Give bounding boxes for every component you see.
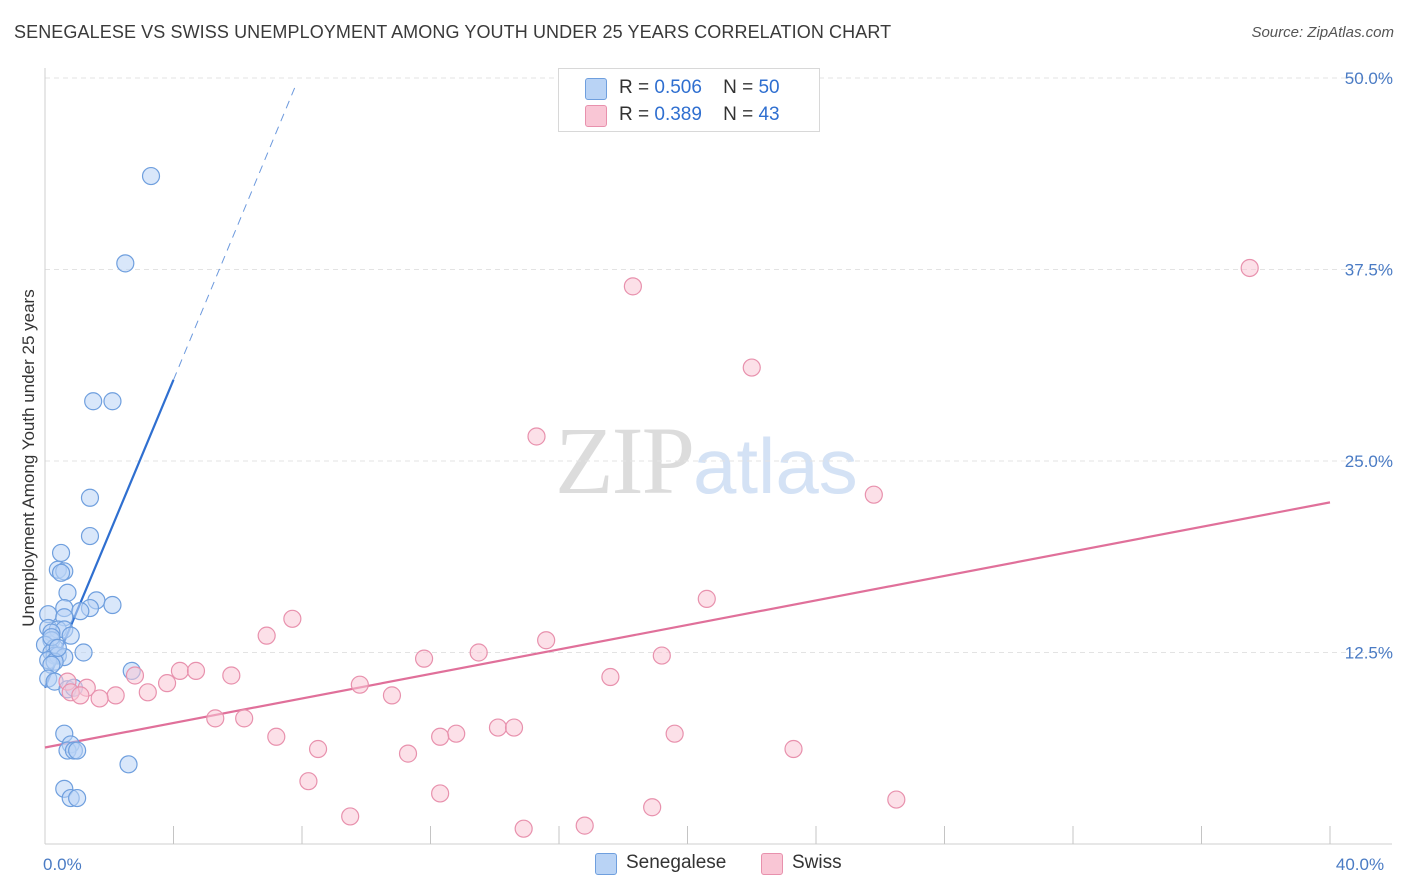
point-swiss xyxy=(601,667,620,687)
point-swiss xyxy=(537,631,556,650)
point-swiss xyxy=(514,819,533,838)
point-swiss xyxy=(469,643,488,662)
x-tick-label: 40.0% xyxy=(1336,855,1384,874)
point-swiss xyxy=(488,718,508,737)
legend-swatch-swiss xyxy=(585,105,607,127)
point-swiss xyxy=(575,816,594,835)
point-swiss xyxy=(308,739,328,759)
legend-stats: R = 0.506 N = 50 R = 0.389 N = 43 xyxy=(558,68,820,132)
point-swiss xyxy=(206,709,225,728)
legend-r-value: 0.506 xyxy=(654,77,702,98)
point-swiss xyxy=(125,666,145,685)
grid-lines xyxy=(45,77,1392,653)
legend-n-label: N = xyxy=(723,104,754,125)
point-swiss xyxy=(414,649,434,668)
point-swiss xyxy=(170,661,190,680)
point-senegalese xyxy=(68,741,87,760)
trend-lines xyxy=(43,85,1331,749)
point-swiss xyxy=(267,727,286,746)
point-swiss xyxy=(157,674,177,693)
point-swiss xyxy=(623,277,642,296)
point-swiss xyxy=(299,772,318,791)
point-senegalese xyxy=(51,563,71,582)
point-swiss xyxy=(235,709,254,728)
point-swiss xyxy=(186,661,206,680)
legend-n-value: 50 xyxy=(758,77,780,98)
y-tick-label: 50.0% xyxy=(1345,69,1393,88)
point-swiss xyxy=(398,744,418,763)
point-senegalese xyxy=(116,254,135,273)
point-senegalese xyxy=(71,602,90,621)
y-axis-label: Unemployment Among Youth under 25 years xyxy=(19,289,38,626)
point-swiss xyxy=(431,784,450,803)
chart-title: SENEGALESE VS SWISS UNEMPLOYMENT AMONG Y… xyxy=(14,22,892,42)
point-senegalese xyxy=(103,392,122,411)
watermark-atlas: atlas xyxy=(693,422,858,510)
legend-r-label: R = xyxy=(619,77,650,98)
legend-n-value: 43 xyxy=(758,104,780,125)
point-senegalese xyxy=(68,788,87,808)
point-swiss xyxy=(138,683,157,702)
point-swiss xyxy=(382,686,402,705)
y-tick-label: 25.0% xyxy=(1345,452,1393,471)
point-senegalese xyxy=(61,626,80,645)
point-senegalese xyxy=(119,755,138,774)
point-senegalese xyxy=(84,392,103,411)
legend-swatch-senegalese xyxy=(595,853,617,875)
point-swiss xyxy=(697,589,716,608)
point-swiss xyxy=(527,427,546,446)
point-senegalese xyxy=(80,526,100,546)
tick-labels: 12.5% 25.0% 37.5% 50.0% 0.0% 40.0% xyxy=(43,69,1393,874)
point-swiss xyxy=(784,739,803,759)
point-swiss xyxy=(864,485,883,504)
legend-r-value: 0.389 xyxy=(654,104,702,125)
point-swiss xyxy=(643,798,662,817)
point-swiss xyxy=(742,358,761,377)
point-swiss xyxy=(257,626,276,645)
point-swiss xyxy=(341,807,360,826)
trend-line-swiss xyxy=(44,501,1331,749)
point-senegalese xyxy=(141,166,161,186)
point-swiss xyxy=(283,609,302,628)
y-tick-label: 37.5% xyxy=(1345,261,1393,280)
trend-extension-senegalese xyxy=(173,85,297,380)
legend-label-senegalese: Senegalese xyxy=(626,852,727,873)
axes xyxy=(44,68,1392,845)
legend-n-label: N = xyxy=(723,77,754,98)
point-swiss xyxy=(652,646,671,665)
point-swiss xyxy=(350,675,369,694)
point-senegalese xyxy=(103,595,122,615)
legend-swatch-swiss xyxy=(761,853,783,875)
x-tick-label: 0.0% xyxy=(43,855,82,874)
point-swiss xyxy=(431,727,450,746)
point-swiss xyxy=(1240,258,1259,278)
legend-swatch-senegalese xyxy=(585,78,607,100)
point-swiss xyxy=(71,686,90,705)
point-swiss xyxy=(504,718,524,737)
point-swiss xyxy=(665,724,684,743)
data-points xyxy=(35,166,1259,838)
point-swiss xyxy=(106,686,125,705)
point-senegalese xyxy=(58,583,77,602)
point-senegalese xyxy=(74,643,93,662)
y-tick-label: 12.5% xyxy=(1345,644,1393,663)
point-swiss xyxy=(887,790,906,809)
legend-r-label: R = xyxy=(619,104,650,125)
legend-label-swiss: Swiss xyxy=(792,852,842,873)
point-swiss xyxy=(222,666,241,685)
source-label: Source: ZipAtlas.com xyxy=(1251,24,1394,41)
point-senegalese xyxy=(80,488,100,507)
point-senegalese xyxy=(51,543,71,563)
point-swiss xyxy=(90,689,109,708)
point-swiss xyxy=(447,724,466,743)
point-senegalese xyxy=(48,638,67,658)
